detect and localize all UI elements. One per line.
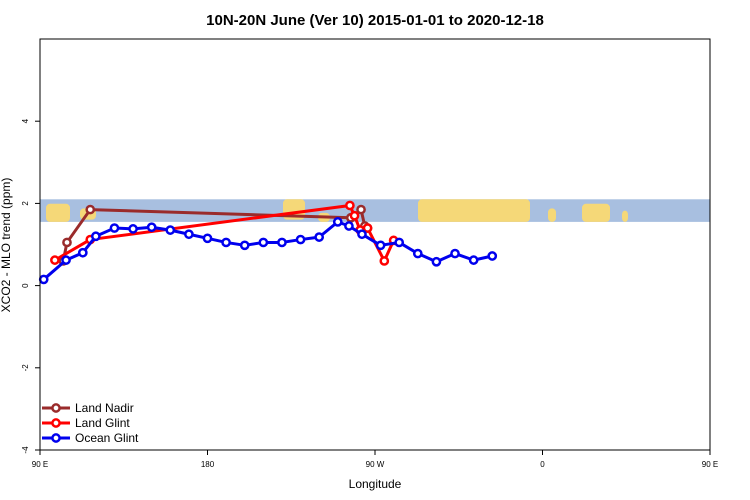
data-point: [357, 229, 367, 240]
series-layer: [38, 200, 498, 285]
y-axis: -4 -2 0 2 4: [21, 118, 40, 454]
data-point: [344, 221, 354, 231]
legend-marker: [51, 403, 61, 413]
x-tick-label: 90 E: [32, 460, 48, 469]
map-land: [418, 199, 530, 222]
data-point: [184, 229, 194, 240]
legend-item: Land Glint: [42, 416, 130, 430]
data-point: [349, 210, 360, 221]
y-tick-label: 4: [21, 118, 30, 123]
legend-item: Ocean Glint: [42, 431, 139, 445]
x-tick-label: 180: [201, 460, 215, 469]
data-point: [109, 223, 120, 233]
data-point: [314, 232, 325, 242]
data-point: [375, 240, 386, 251]
x-axis: 90 E 180 90 W 0 90 E: [32, 450, 718, 469]
data-point: [468, 255, 479, 265]
y-tick-label: -4: [21, 446, 30, 454]
chart-title: 10N-20N June (Ver 10) 2015-01-01 to 2020…: [206, 12, 544, 29]
data-point: [85, 204, 96, 215]
y-tick-label: 0: [21, 283, 30, 288]
y-tick-label: 2: [21, 201, 30, 206]
data-point: [221, 237, 231, 248]
map-land: [622, 210, 628, 222]
data-point: [295, 234, 306, 245]
data-point: [202, 233, 213, 244]
legend-label: Land Nadir: [75, 401, 134, 415]
data-point: [165, 225, 176, 235]
data-point: [146, 222, 157, 233]
data-point: [239, 240, 250, 251]
data-point: [90, 231, 101, 242]
x-tick-label: 0: [540, 460, 545, 469]
legend-label: Ocean Glint: [75, 431, 139, 445]
series-ocean-glint: [38, 217, 498, 285]
legend-marker: [51, 418, 61, 428]
legend-marker: [51, 433, 61, 443]
data-point: [379, 256, 390, 266]
data-point: [431, 256, 442, 267]
legend-item: Land Nadir: [42, 401, 134, 415]
data-point: [61, 255, 71, 265]
data-point: [128, 224, 138, 234]
series-line: [54, 203, 395, 263]
data-point: [487, 251, 498, 261]
data-point: [332, 217, 343, 227]
data-point: [38, 274, 49, 285]
data-point: [77, 247, 88, 258]
y-tick-label: -2: [21, 364, 30, 372]
x-tick-label: 90 E: [702, 460, 718, 469]
data-point: [277, 237, 287, 248]
map-land: [548, 208, 556, 222]
y-axis-label: XCO2 - MLO trend (ppm): [0, 178, 13, 313]
map-land: [582, 203, 610, 222]
legend-label: Land Glint: [75, 416, 130, 430]
data-point: [394, 237, 405, 248]
data-point: [356, 204, 366, 215]
data-point: [62, 237, 72, 248]
data-point: [258, 237, 269, 248]
data-point: [345, 200, 355, 211]
map-land: [46, 203, 70, 222]
data-point: [50, 255, 60, 265]
map-ocean: [40, 199, 710, 222]
x-axis-label: Longitude: [349, 477, 402, 491]
data-point: [412, 248, 423, 259]
map-band: [40, 199, 710, 222]
x-tick-label: 90 W: [366, 460, 385, 469]
data-point: [362, 223, 373, 233]
data-point: [450, 248, 460, 259]
